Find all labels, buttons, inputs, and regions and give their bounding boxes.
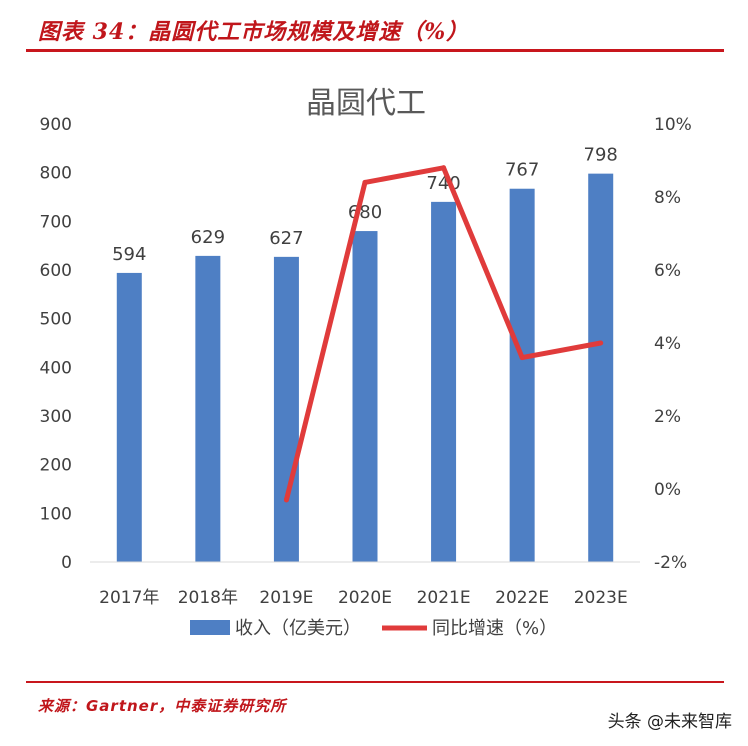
left-tick-label: 400	[40, 358, 72, 378]
bar-value-label: 767	[505, 160, 539, 181]
left-axis: 0 100 200 300 400 500 600 700 800 900	[40, 115, 72, 573]
x-axis: 2017年 2018年 2019E 2020E 2021E 2022E 2023E	[99, 588, 628, 608]
chart-title: 晶圆代工	[306, 86, 426, 121]
bar-value-label: 798	[584, 145, 618, 166]
right-tick-label: -2%	[654, 553, 687, 573]
right-tick-label: 6%	[654, 261, 681, 281]
x-tick-label: 2018年	[178, 588, 238, 608]
growth-point	[283, 497, 289, 503]
left-tick-label: 600	[40, 261, 72, 281]
right-axis: -2% 0% 2% 4% 6% 8% 10%	[654, 115, 692, 573]
bar-value-label: 627	[269, 228, 303, 249]
x-tick-label: 2023E	[574, 588, 628, 608]
bar-value-label: 594	[112, 244, 146, 265]
bar	[431, 201, 457, 562]
left-tick-label: 300	[40, 407, 72, 427]
growth-point	[441, 165, 447, 171]
right-tick-label: 2%	[654, 407, 681, 427]
bar	[195, 255, 221, 563]
header-rule	[26, 49, 724, 52]
right-tick-label: 0%	[654, 480, 681, 500]
legend-swatch-bar	[190, 620, 230, 635]
right-tick-label: 4%	[654, 334, 681, 354]
bar-value-label: 680	[348, 202, 382, 223]
x-tick-label: 2017年	[99, 588, 159, 608]
legend-label-line: 同比增速（%）	[432, 618, 557, 639]
growth-point	[598, 340, 604, 346]
bar-value-label: 629	[191, 227, 225, 248]
left-tick-label: 100	[40, 504, 72, 524]
source-note: 来源：Gartner，中泰证券研究所	[38, 697, 287, 715]
footer-rule	[26, 681, 724, 683]
growth-point	[519, 355, 525, 361]
left-tick-label: 900	[40, 115, 72, 135]
bar	[509, 188, 535, 562]
bar	[273, 256, 299, 562]
left-tick-label: 0	[61, 553, 72, 573]
bar	[116, 272, 142, 562]
bar-series	[116, 173, 614, 563]
line-series	[283, 165, 604, 503]
x-tick-label: 2019E	[259, 588, 313, 608]
legend-label-bar: 收入（亿美元）	[235, 618, 361, 639]
right-tick-label: 10%	[654, 115, 692, 135]
x-tick-label: 2022E	[495, 588, 549, 608]
x-tick-label: 2021E	[417, 588, 471, 608]
legend: 收入（亿美元） 同比增速（%）	[190, 618, 557, 639]
bar	[588, 173, 614, 562]
right-tick-label: 8%	[654, 188, 681, 208]
x-tick-label: 2020E	[338, 588, 392, 608]
figure-header-title: 图表 34：晶圆代工市场规模及增速（%）	[38, 19, 470, 45]
left-tick-label: 800	[40, 164, 72, 184]
left-tick-label: 200	[40, 456, 72, 476]
left-tick-label: 700	[40, 212, 72, 232]
growth-point	[362, 179, 368, 185]
left-tick-label: 500	[40, 310, 72, 330]
bar	[352, 231, 378, 563]
watermark: 头条 @未来智库	[607, 712, 732, 732]
